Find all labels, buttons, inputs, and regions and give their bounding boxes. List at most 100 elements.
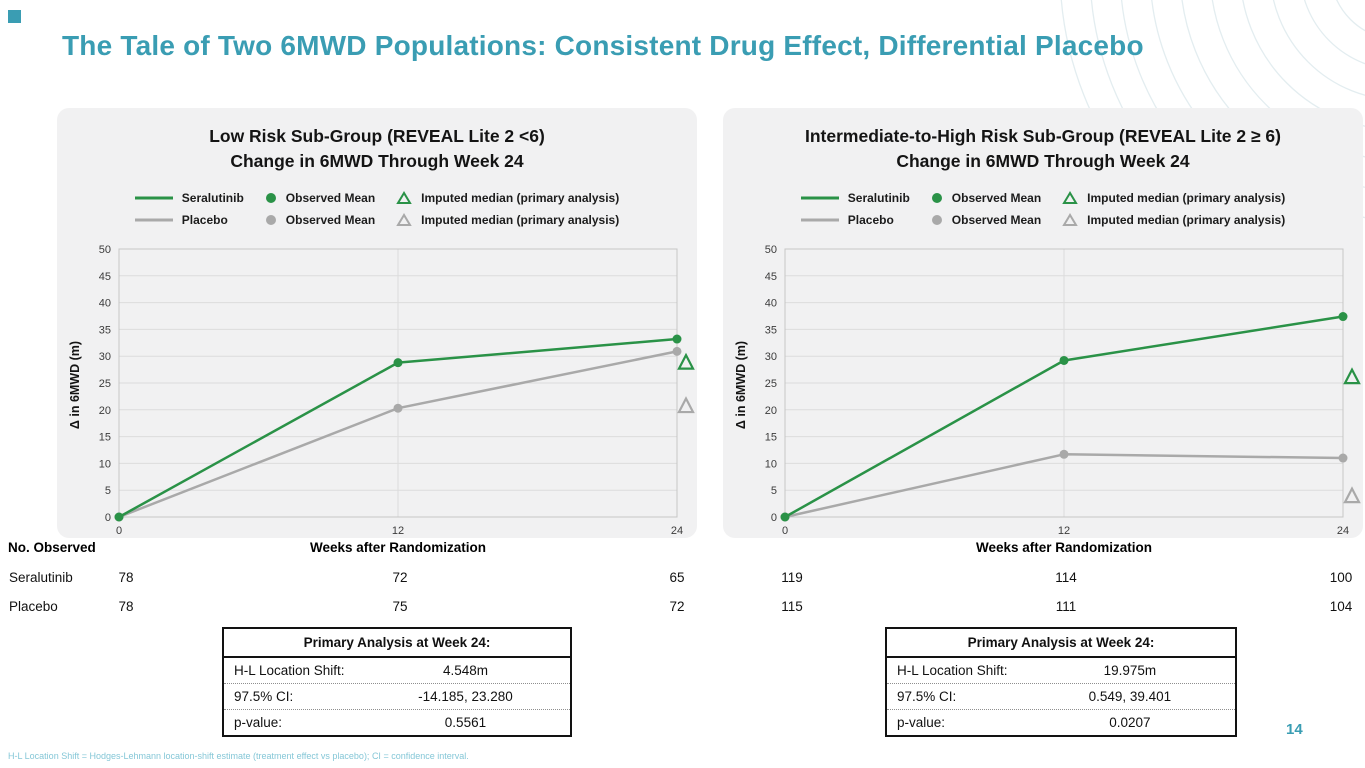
observed-count: 78 [118,570,134,585]
imputed-median-triangle-icon [1062,213,1078,227]
analysis-row-hl-shift: H-L Location Shift: 4.548m [224,658,570,684]
svg-text:0: 0 [116,525,122,537]
panel-intermediate-high-risk: Intermediate-to-High Risk Sub-Group (REV… [723,108,1363,538]
svg-text:40: 40 [765,298,777,310]
analysis-table-header: Primary Analysis at Week 24: [887,629,1235,658]
analysis-row-pvalue: p-value: 0.0207 [887,710,1235,735]
analysis-row-hl-shift: H-L Location Shift: 19.975m [887,658,1235,684]
analysis-row-value: 19.975m [1103,663,1157,678]
chart-title-line-2: Change in 6MWD Through Week 24 [230,150,524,171]
imputed-median-triangle-icon [396,191,412,205]
svg-text:50: 50 [765,244,777,256]
legend-series-label: Placebo [181,213,228,227]
analysis-row-label: H-L Location Shift: [897,663,1008,678]
svg-text:24: 24 [671,525,683,537]
svg-text:15: 15 [765,432,777,444]
placebo-line-swatch [800,217,839,223]
svg-text:30: 30 [765,351,777,363]
analysis-row-value: 0.5561 [444,715,487,730]
svg-text:30: 30 [99,351,111,363]
svg-text:25: 25 [765,378,777,390]
observed-count: 111 [1055,599,1077,614]
observed-count-header: No. Observed [8,540,96,555]
legend-observed-label: Observed Mean [951,191,1042,205]
panel-low-risk: Low Risk Sub-Group (REVEAL Lite 2 <6) Ch… [57,108,697,538]
observed-row-seralutinib: Seralutinib 78 72 65 119 114 100 [0,570,1365,588]
observed-count: 119 [781,570,803,585]
observed-count: 115 [781,599,803,614]
chart-title-intermediate-high-risk: Intermediate-to-High Risk Sub-Group (REV… [723,108,1363,173]
analysis-row-label: p-value: [897,715,946,730]
svg-text:10: 10 [99,458,111,470]
svg-text:20: 20 [765,405,777,417]
chart-title-line-1: Low Risk Sub-Group (REVEAL Lite 2 <6) [209,126,545,146]
observed-mean-dot-icon [931,214,943,226]
observed-mean-dot-icon [265,214,277,226]
svg-text:0: 0 [782,525,788,537]
analysis-row-value: -14.185, 23.280 [418,689,513,704]
chart-title-low-risk: Low Risk Sub-Group (REVEAL Lite 2 <6) Ch… [57,108,697,173]
chart-legend: Seralutinib Observed Mean Imputed median… [800,191,1286,227]
legend-series-label: Seralutinib [847,191,910,205]
chart-legend: Seralutinib Observed Mean Imputed median… [134,191,620,227]
observed-count: 72 [669,599,685,614]
legend-observed-label: Observed Mean [285,213,376,227]
primary-analysis-table-intermediate-high-risk: Primary Analysis at Week 24: H-L Locatio… [885,627,1237,737]
observed-count: 75 [392,599,408,614]
legend-observed-label: Observed Mean [285,191,376,205]
svg-text:5: 5 [105,485,111,497]
svg-text:12: 12 [1058,525,1070,537]
analysis-row-value: 0.0207 [1109,715,1151,730]
legend-series-label: Seralutinib [181,191,244,205]
observed-count: 100 [1329,570,1353,585]
analysis-row-ci: 97.5% CI: -14.185, 23.280 [224,684,570,710]
y-axis-label: Δ in 6MWD (m) [68,340,82,430]
primary-analysis-table-low-risk: Primary Analysis at Week 24: H-L Locatio… [222,627,572,737]
seralutinib-line-swatch [800,195,839,201]
imputed-median-triangle-icon [1062,191,1078,205]
observed-count: 104 [1329,599,1353,614]
line-chart-low-risk: 0 5 10 15 20 25 30 35 40 45 50 0 12 24 [99,244,695,537]
analysis-row-pvalue: p-value: 0.5561 [224,710,570,735]
legend-imputed-label: Imputed median (primary analysis) [1087,191,1286,205]
svg-text:0: 0 [105,512,111,524]
observed-row-label: Placebo [9,599,58,614]
y-axis-label: Δ in 6MWD (m) [734,340,748,430]
legend-series-label: Placebo [847,213,894,227]
analysis-row-ci: 97.5% CI: 0.549, 39.401 [887,684,1235,710]
svg-text:25: 25 [99,378,111,390]
svg-text:45: 45 [99,271,111,283]
page-number: 14 [1286,721,1303,738]
observed-count: 72 [392,570,408,585]
svg-text:35: 35 [99,324,111,336]
observed-count: 78 [118,599,134,614]
svg-text:5: 5 [771,485,777,497]
legend-imputed-label: Imputed median (primary analysis) [421,213,620,227]
x-axis-label: Weeks after Randomization [309,540,487,555]
analysis-row-value: 4.548m [442,663,488,678]
observed-count: 65 [669,570,685,585]
svg-text:12: 12 [392,525,404,537]
observed-row-label: Seralutinib [9,570,73,585]
observed-row-placebo: Placebo 78 75 72 115 111 104 [0,599,1365,617]
svg-text:40: 40 [99,298,111,310]
chart-title-line-1: Intermediate-to-High Risk Sub-Group (REV… [805,126,1281,146]
observed-count: 114 [1055,570,1077,585]
slide-title: The Tale of Two 6MWD Populations: Consis… [62,30,1144,61]
line-chart-intermediate-high-risk: 0 5 10 15 20 25 30 35 40 45 50 0 12 24 [765,244,1361,537]
svg-text:10: 10 [765,458,777,470]
corner-accent-square [8,10,21,23]
svg-text:15: 15 [99,432,111,444]
analysis-row-label: 97.5% CI: [897,689,957,704]
svg-text:20: 20 [99,405,111,417]
legend-imputed-label: Imputed median (primary analysis) [421,191,620,205]
analysis-row-label: p-value: [234,715,283,730]
observed-mean-dot-icon [265,192,277,204]
legend-observed-label: Observed Mean [951,213,1042,227]
seralutinib-line-swatch [134,195,173,201]
x-axis-label: Weeks after Randomization [975,540,1153,555]
analysis-row-label: 97.5% CI: [234,689,294,704]
svg-text:24: 24 [1337,525,1349,537]
placebo-line-swatch [134,217,173,223]
